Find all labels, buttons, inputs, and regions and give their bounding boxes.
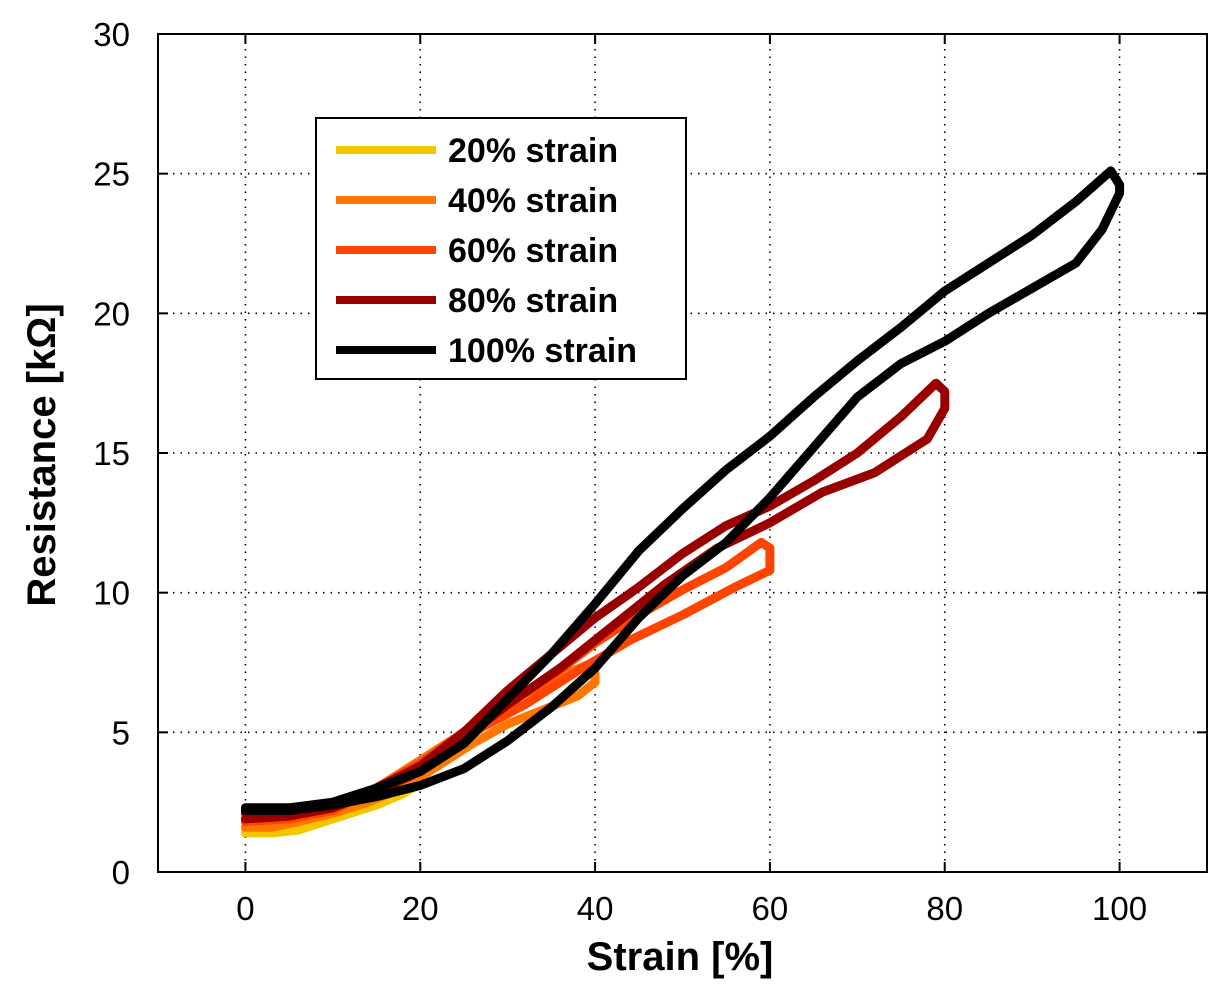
y-tick-label: 15: [93, 435, 130, 472]
grid-lines: [158, 33, 1207, 873]
x-tick-label: 0: [236, 890, 254, 927]
y-tick-label: 5: [112, 714, 130, 751]
x-tick-label: 40: [577, 890, 614, 927]
series-line-100-strain: [240, 166, 1125, 815]
legend-label: 40% strain: [448, 182, 618, 220]
y-tick-label: 10: [93, 575, 130, 612]
legend-label: 60% strain: [448, 232, 618, 270]
x-tick-label: 20: [402, 890, 439, 927]
legend-label: 20% strain: [448, 132, 618, 170]
y-tick-label: 25: [93, 156, 130, 193]
axis-ticks: 0 20 40 60 80 100 0 5 10 15 20 25 30: [93, 16, 1207, 927]
y-tick-label: 0: [112, 854, 130, 891]
series-lines: [240, 166, 1125, 838]
legend-label: 100% strain: [448, 332, 637, 370]
legend-label: 80% strain: [448, 282, 618, 320]
x-axis-label: Strain [%]: [587, 935, 774, 979]
x-tick-label: 60: [752, 890, 789, 927]
y-tick-label: 30: [93, 16, 130, 53]
y-tick-label: 20: [93, 295, 130, 332]
y-axis-label: Resistance [kΩ]: [20, 303, 64, 606]
x-tick-label: 100: [1092, 890, 1147, 927]
series-line-60-strain: [240, 537, 775, 827]
x-tick-label: 80: [926, 890, 963, 927]
legend: 20% strain 40% strain 60% strain 80% strain…: [315, 117, 687, 380]
